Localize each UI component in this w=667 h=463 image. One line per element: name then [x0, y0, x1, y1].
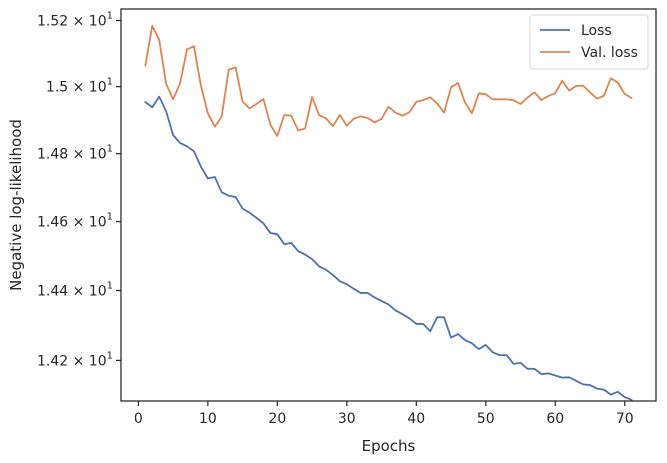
y-tick-label: 1.44 × 101 [37, 281, 113, 300]
y-tick-label: 1.46 × 101 [37, 212, 113, 231]
x-tick-label: 0 [134, 411, 143, 427]
x-tick-label: 10 [199, 411, 217, 427]
x-tick-label: 30 [338, 411, 356, 427]
x-tick-label: 20 [268, 411, 286, 427]
y-tick-label: 1.48 × 101 [37, 144, 113, 163]
legend-box [529, 14, 649, 70]
y-tick-label: 1.42 × 101 [37, 350, 113, 369]
plot-frame [120, 8, 657, 402]
series-line-loss [144, 95, 633, 401]
legend: Loss Val. loss [529, 14, 649, 70]
x-axis: 0 10 20 30 40 50 60 70 [134, 401, 634, 427]
x-tick-label: 50 [477, 411, 495, 427]
x-tick-label: 40 [407, 411, 425, 427]
y-tick-label: 1.5 × 101 [46, 77, 113, 96]
legend-label-loss: Loss [581, 23, 612, 39]
x-axis-label: Epochs [362, 437, 416, 455]
series-layer [144, 24, 633, 401]
x-tick-label: 70 [616, 411, 634, 427]
plot-area [121, 9, 656, 401]
y-tick-label: 1.52 × 101 [37, 10, 113, 29]
y-axis: 1.42 × 101 1.44 × 101 1.46 × 101 1.48 × 101… [37, 10, 121, 369]
series-line-val-loss [144, 24, 633, 137]
x-tick-label: 60 [546, 411, 564, 427]
legend-label-val-loss: Val. loss [581, 45, 638, 61]
y-axis-label: Negative log-likelihood [7, 119, 25, 291]
